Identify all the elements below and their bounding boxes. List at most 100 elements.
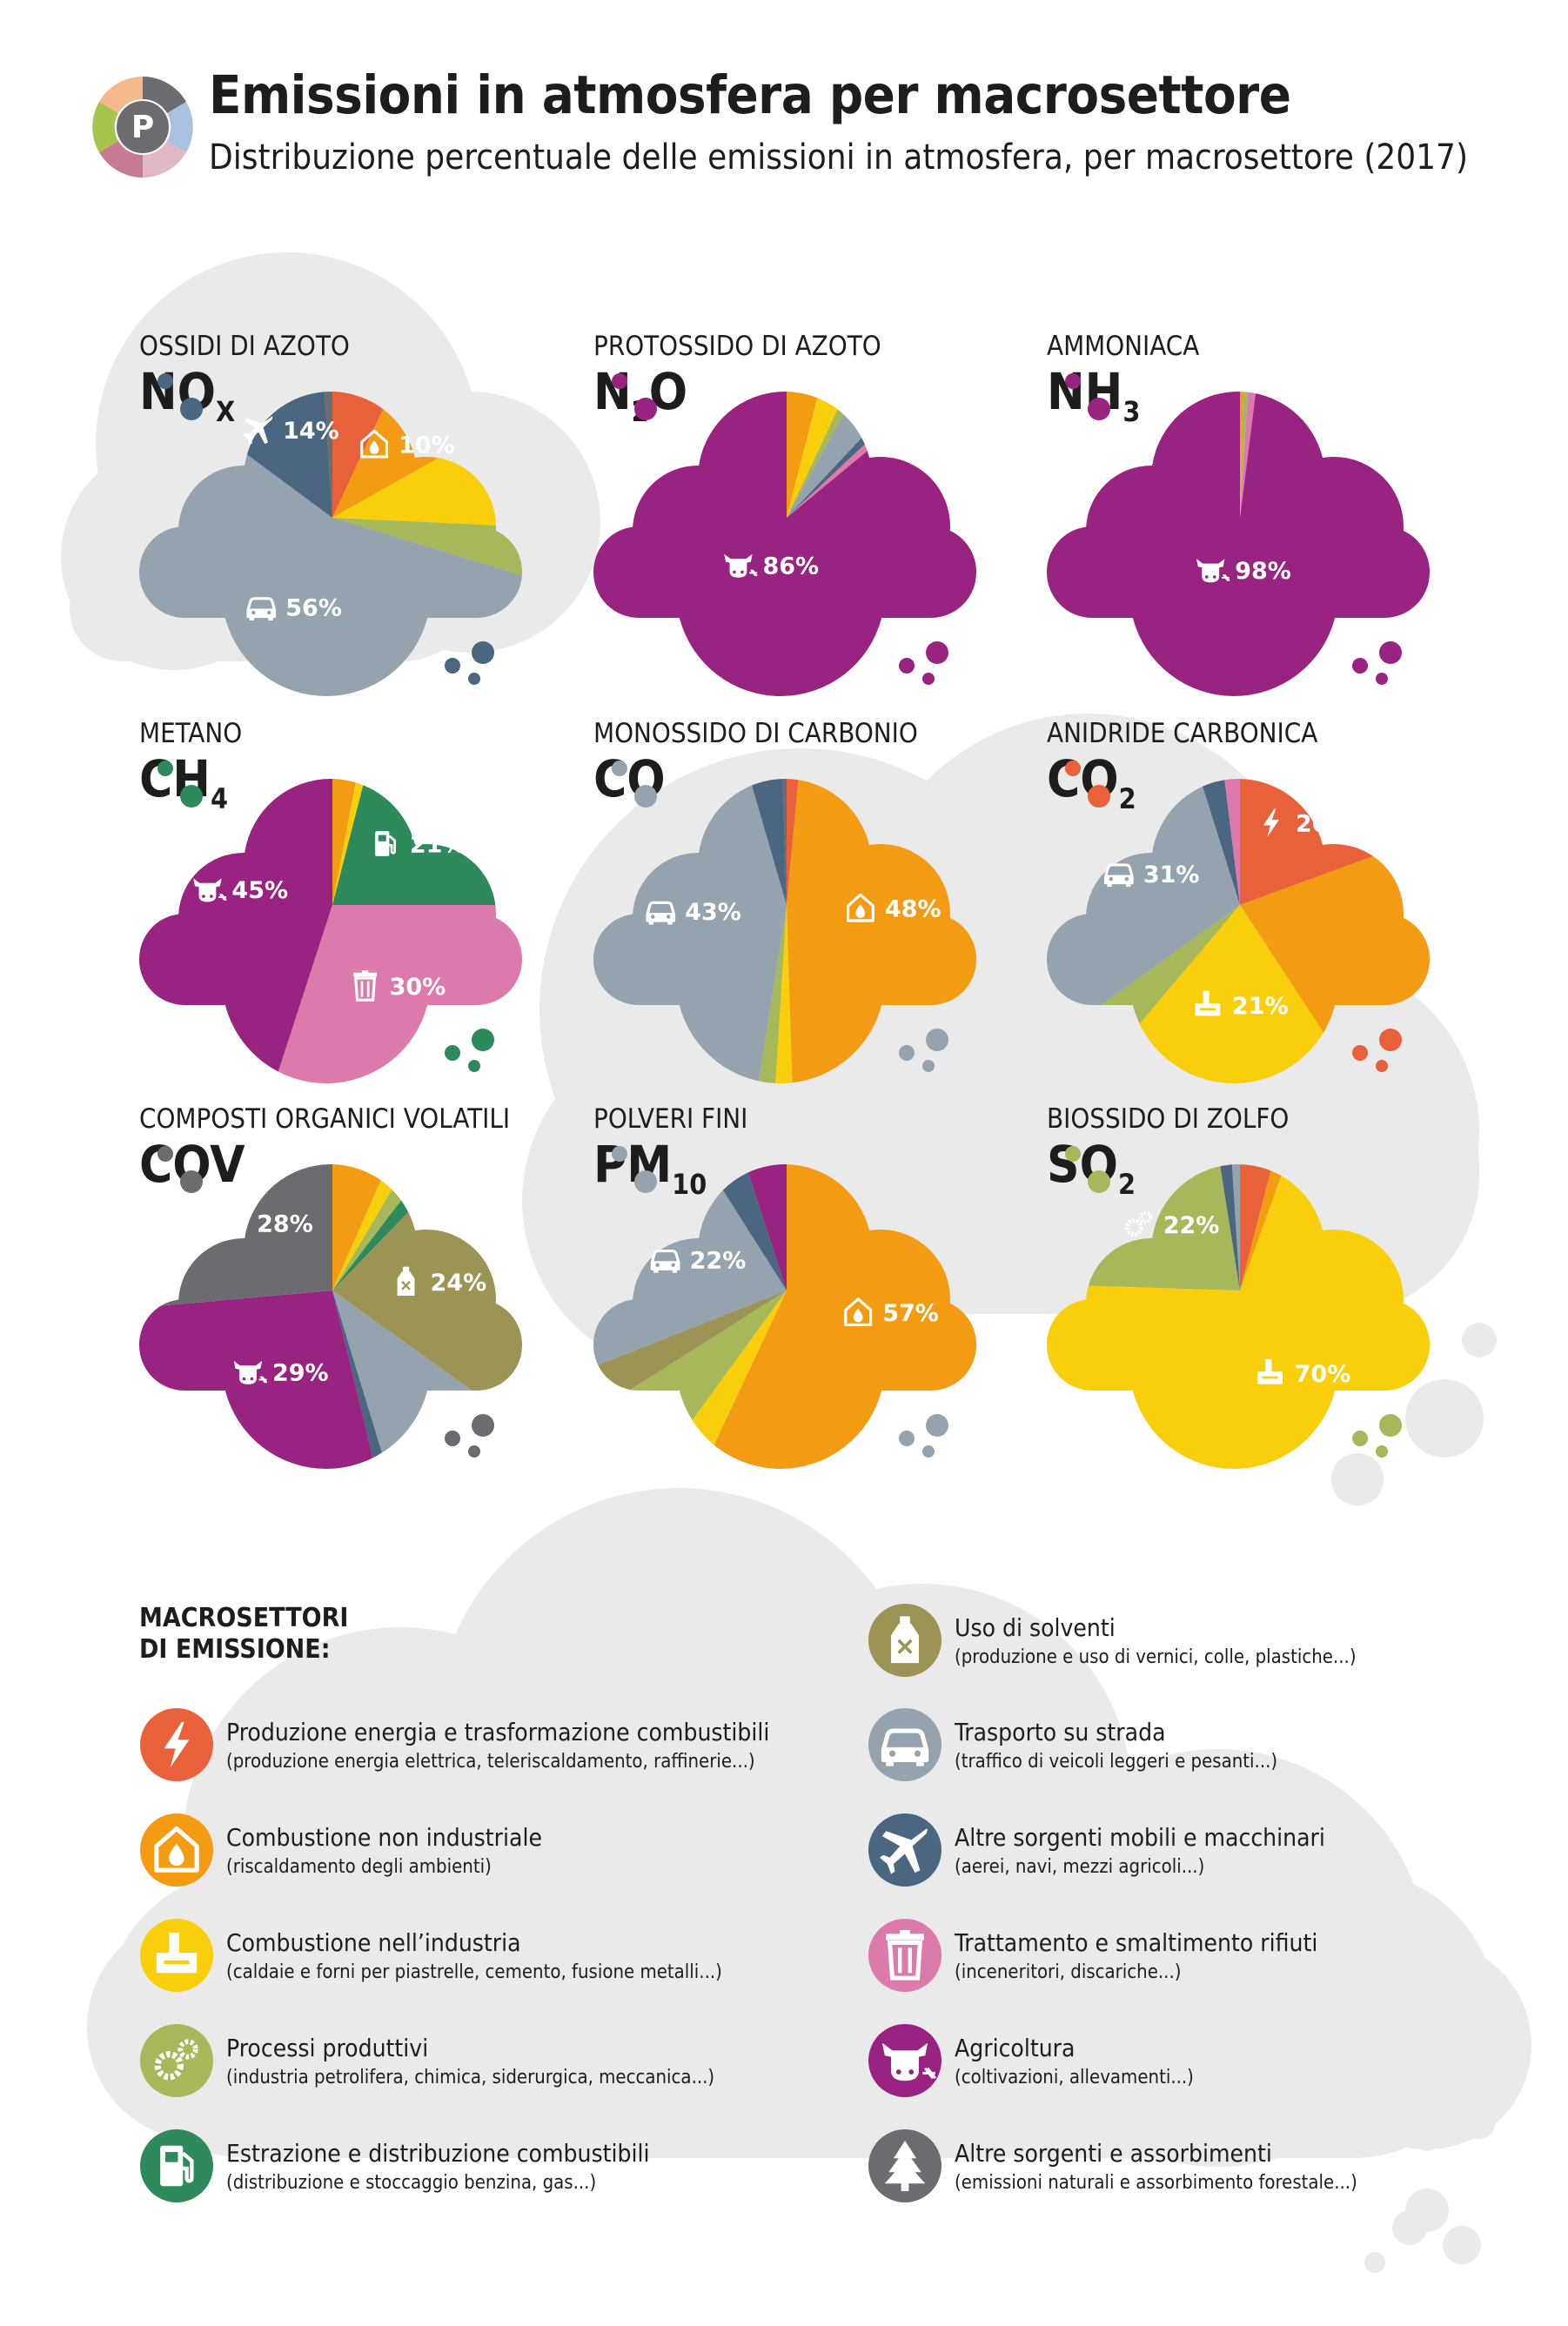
legend-label: Processi produttivi — [226, 2034, 429, 2062]
pie-slice-comb_non_ind — [1240, 809, 1430, 1083]
slice-label: 29% — [272, 1359, 329, 1386]
chart-title: POLVERI FINI — [593, 1103, 748, 1135]
legend-swatch — [868, 1708, 941, 1781]
pie-chart: 28% 24% 29% — [139, 1146, 522, 1469]
decor-bubble — [180, 1170, 203, 1193]
legend-description: (coltivazioni, allevamenti...) — [955, 2067, 1194, 2088]
chart-title: COMPOSTI ORGANICI VOLATILI — [139, 1103, 511, 1135]
legend-description: (distribuzione e stoccaggio benzina, gas… — [226, 2172, 597, 2194]
decor-bubble — [1088, 398, 1110, 420]
chart-panel-3: AMMONIACA NH3 98% — [1047, 331, 1499, 696]
pie-chart: 14% 10% 56% — [139, 373, 522, 696]
pie-slice-processi — [332, 518, 522, 600]
chart-title: PROTOSSIDO DI AZOTO — [593, 331, 881, 362]
decor-bubble — [468, 1445, 480, 1458]
cow-icon — [193, 878, 227, 902]
slice-label: 21% — [1232, 993, 1289, 1020]
car-icon — [1103, 863, 1134, 888]
legend-item-energia: Produzione energia e trasformazione comb… — [139, 1707, 835, 1794]
decor-bubble — [445, 1431, 460, 1446]
pie-slice-comb_non_ind — [787, 392, 856, 518]
chart-panel-2: PROTOSSIDO DI AZOTON2O 86% — [593, 331, 1046, 696]
decor-bubble — [1352, 1431, 1368, 1446]
pie-chart: 20% 21% 31% — [1047, 761, 1430, 1083]
legend-swatch — [868, 1813, 941, 1887]
tree-icon — [219, 1207, 245, 1239]
pie-slice-altre — [777, 779, 787, 905]
legend-swatch — [140, 1813, 213, 1887]
decor-bubble — [899, 1431, 915, 1446]
plane-icon — [243, 416, 273, 446]
chart-title: BIOSSIDO DI ZOLFO — [1047, 1103, 1290, 1135]
lightning-icon — [164, 1721, 190, 1768]
chart-formula: NOX — [139, 362, 236, 428]
legend-label: Produzione energia e trasformazione comb… — [226, 1718, 770, 1746]
slice-label: 56% — [285, 595, 342, 622]
slice-label: 14% — [283, 418, 339, 445]
decor-bubble — [634, 785, 657, 808]
legend-swatch — [868, 1604, 941, 1677]
pie-slice-solventi — [332, 1164, 522, 1453]
page-subtitle: Distribuzione percentuale delle emission… — [209, 137, 1468, 178]
pie-slice-solventi — [593, 1290, 787, 1440]
factory-icon — [156, 1932, 198, 1974]
decor-bubble — [1376, 1060, 1388, 1072]
pie-slice-comb_non_ind — [1240, 1164, 1335, 1290]
svg-text:P: P — [131, 110, 154, 145]
pie-slice-comb_ind — [768, 905, 796, 1083]
legend-label: Combustione nell’industria — [226, 1928, 521, 1957]
legend-label: Combustione non industriale — [226, 1823, 542, 1852]
pie-slice-agricoltura — [700, 1164, 787, 1290]
decor-bubble — [445, 1045, 460, 1061]
pie-slice-comb_ind — [332, 1164, 474, 1290]
cow-icon — [881, 2042, 936, 2081]
pie-chart: 43% 48% — [593, 761, 976, 1083]
slice-label: 28% — [257, 1210, 313, 1237]
slice-label: 98% — [1235, 558, 1291, 585]
pie-chart: 21% 30% 45% — [139, 761, 522, 1083]
decor-bubble — [612, 761, 627, 776]
legend-label: Agricoltura — [955, 2034, 1075, 2062]
legend-description: (produzione e uso di vernici, colle, pla… — [955, 1646, 1357, 1668]
decor-bubble — [468, 673, 480, 685]
legend-label: Uso di solventi — [955, 1613, 1116, 1642]
slice-label: 30% — [390, 974, 446, 1001]
legend-label: Altre sorgenti mobili e macchinari — [955, 1823, 1325, 1852]
pie-slice-mobili — [332, 1290, 414, 1469]
pie-slice-mobili — [1196, 1164, 1240, 1290]
car-icon — [246, 597, 277, 621]
house-flame-icon — [154, 1826, 199, 1873]
decor-bubble — [1352, 1045, 1368, 1061]
decor-bubble — [926, 1029, 948, 1051]
slice-label: 57% — [882, 1300, 939, 1327]
slice-label: 48% — [885, 896, 941, 923]
chart-panel-5: MONOSSIDO DI CARBONIO CO 43% 48% — [593, 718, 1046, 1083]
chart-formula: CH4 — [139, 749, 228, 815]
pie-slice-comb_ind — [622, 1290, 787, 1469]
chart-panel-7: COMPOSTI ORGANICI VOLATILI COV 28% 24% 29% — [139, 1103, 592, 1469]
legend-description: (riscaldamento degli ambienti) — [226, 1856, 492, 1878]
tree-icon — [884, 2141, 926, 2191]
pie-slice-comb_non_ind — [1240, 392, 1248, 518]
legend-swatch — [868, 1919, 941, 1992]
plane-icon — [880, 1828, 928, 1874]
legend-item-processi: Processi produttivi (industria petrolifer… — [139, 2023, 835, 2110]
legend-swatch — [140, 1708, 213, 1781]
chart-panel-4: METANO CH4 21% 30% 45% — [139, 718, 592, 1083]
chart-title: AMMONIACA — [1047, 331, 1200, 362]
legend-description: (emissioni naturali e assorbimento fores… — [955, 2172, 1357, 2194]
legend-title: MACROSETTORI DI EMISSIONE: — [139, 1603, 349, 1665]
decor-bubble — [634, 398, 657, 420]
decor-bubble — [180, 398, 203, 420]
house-flame-icon — [844, 1297, 873, 1327]
slice-label: 43% — [685, 899, 741, 926]
legend-description: (inceneritori, discariche...) — [955, 1961, 1182, 1983]
chart-title: ANIDRIDE CARBONICA — [1047, 718, 1318, 749]
legend-item-strada: Trasporto su strada (traffico di veicoli … — [868, 1707, 1564, 1794]
decor-bubble — [445, 658, 460, 674]
logo: P — [92, 77, 193, 178]
legend-item-comb_ind: Combustione nell’industria (caldaie e for… — [139, 1918, 835, 2005]
chart-title: METANO — [139, 718, 243, 749]
pie-slice-energia — [1240, 779, 1430, 905]
legend-item-altre: Altre sorgenti e assorbimenti (emissioni … — [868, 2128, 1564, 2215]
